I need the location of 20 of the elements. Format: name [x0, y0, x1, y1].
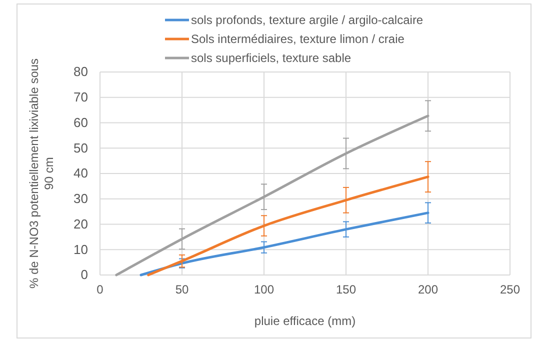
y-tick-label: 60 — [74, 114, 88, 130]
y-axis-title: % de N-NO3 potentiellement lixiviable sous 90 cm — [27, 58, 56, 289]
y-tick-label: 50 — [74, 140, 88, 156]
x-tick-label: 50 — [175, 282, 189, 297]
x-axis-title: pluie efficace (mm) — [254, 314, 356, 328]
legend-label: sols profonds, texture argile / argilo-calcaire — [191, 13, 424, 27]
y-tick-label: 10 — [74, 242, 88, 257]
x-tick-label: 200 — [418, 282, 438, 297]
y-tick-label: 80 — [74, 64, 88, 80]
y-tick-label: 20 — [74, 216, 88, 232]
y-tick-label: 40 — [74, 166, 88, 181]
legend-label: sols superficiels, texture sable — [191, 51, 352, 65]
y-tick-label: 30 — [74, 191, 88, 206]
y-tick-label: 70 — [74, 90, 88, 105]
x-tick-label: 250 — [500, 282, 520, 297]
x-tick-label: 150 — [336, 282, 356, 297]
x-tick-label: 100 — [254, 282, 274, 297]
x-tick-label: 0 — [96, 282, 104, 297]
legend-label: Sols intermédiaires, texture limon / craie — [191, 32, 405, 46]
y-tick-label: 0 — [80, 267, 88, 282]
